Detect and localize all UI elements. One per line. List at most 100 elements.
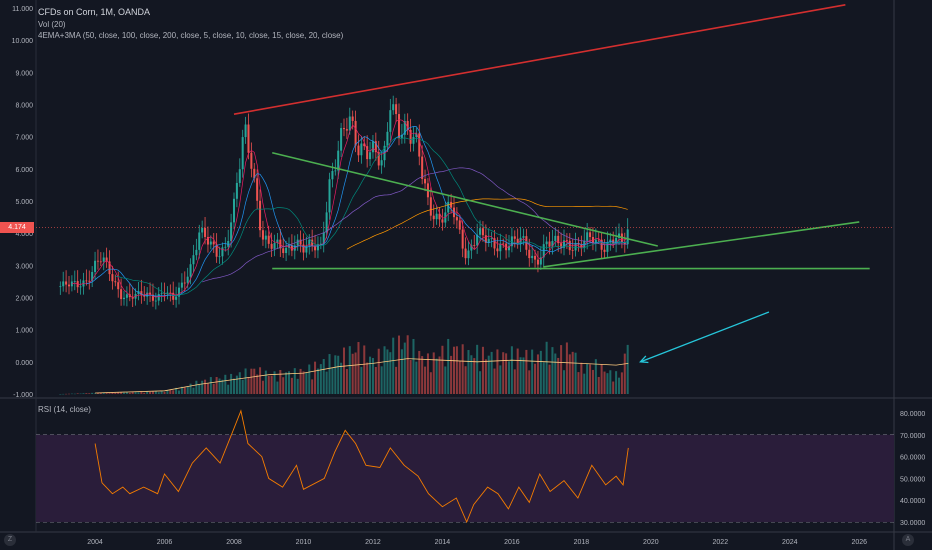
- volume-bar: [606, 373, 609, 394]
- volume-bar: [389, 352, 392, 394]
- candle-body: [94, 260, 97, 272]
- time-tick-label: 2010: [296, 539, 312, 546]
- ma-legend[interactable]: 4EMA+3MA (50, close, 100, close, 200, cl…: [38, 31, 344, 40]
- volume-bar: [586, 363, 589, 394]
- candle-body: [172, 292, 175, 300]
- log-scale-toggle[interactable]: Z: [4, 534, 16, 546]
- volume-bar: [534, 363, 537, 394]
- volume-bar: [279, 370, 282, 394]
- volume-bar: [366, 362, 369, 394]
- candle-body: [160, 293, 163, 295]
- candle-body: [589, 232, 592, 238]
- symbol-title[interactable]: CFDs on Corn, 1M, OANDA: [38, 7, 151, 17]
- volume-bar: [519, 357, 522, 394]
- price-tick-label: 3.000: [15, 263, 33, 270]
- candle-body: [522, 236, 525, 238]
- volume-bar: [505, 353, 508, 394]
- candle-body: [380, 160, 383, 166]
- candle-body: [206, 236, 209, 245]
- candle-body: [490, 238, 493, 240]
- candle-body: [600, 239, 603, 250]
- volume-bar: [114, 392, 117, 394]
- candle-body: [151, 294, 154, 301]
- volume-bar: [247, 377, 250, 394]
- candle-body: [218, 256, 221, 258]
- volume-bar: [76, 393, 79, 394]
- candle-body: [424, 178, 427, 184]
- volume-bar: [177, 390, 181, 394]
- volume-bar: [122, 392, 126, 394]
- volume-bar: [73, 393, 76, 395]
- price-tick-label: 9.000: [15, 70, 33, 77]
- candle-body: [412, 136, 415, 144]
- volume-bar: [105, 392, 108, 394]
- volume-bar: [536, 354, 539, 394]
- candle-body: [204, 227, 207, 237]
- volume-bar: [525, 349, 528, 394]
- volume-bar: [325, 371, 328, 394]
- candle-body: [473, 245, 476, 246]
- candle-body: [241, 137, 244, 170]
- volume-bar: [319, 364, 322, 394]
- volume-bar: [577, 372, 580, 394]
- candle-body: [450, 201, 453, 208]
- candle-body: [470, 245, 473, 251]
- volume-bar: [412, 338, 415, 394]
- candle-body: [273, 242, 276, 249]
- rsi-line: [94, 409, 629, 524]
- candle-body: [59, 286, 62, 288]
- candle-body: [279, 239, 282, 249]
- volume-bar: [221, 379, 224, 394]
- volume-bar: [299, 368, 302, 394]
- volume-bar: [305, 372, 308, 394]
- volume-bar: [85, 393, 88, 394]
- volume-bar: [464, 366, 467, 394]
- candle-body: [337, 150, 340, 171]
- volume-bar: [597, 376, 600, 394]
- volume-bar: [516, 348, 519, 394]
- candle-body: [406, 120, 409, 130]
- volume-bar: [215, 377, 218, 394]
- volume-bar: [562, 370, 566, 394]
- time-tick-label: 2004: [87, 539, 103, 546]
- volume-bar: [476, 344, 479, 394]
- volume-legend[interactable]: Vol (20): [38, 20, 66, 29]
- volume-bar: [62, 393, 65, 395]
- candle-body: [111, 274, 114, 282]
- volume-bar: [180, 386, 183, 394]
- ema-10-line: [86, 126, 628, 297]
- rsi-legend[interactable]: RSI (14, close): [38, 405, 91, 414]
- candle-body: [548, 241, 551, 247]
- candle-body: [568, 240, 571, 251]
- candle-body: [493, 238, 496, 249]
- volume-bar: [175, 387, 178, 394]
- auto-scale-toggle[interactable]: A: [902, 534, 914, 546]
- candle-body: [250, 152, 253, 169]
- volume-bar: [166, 390, 169, 394]
- volume-bars: [59, 335, 629, 395]
- candle-body: [244, 124, 247, 138]
- candle-body: [513, 236, 516, 239]
- volume-bar: [160, 390, 163, 394]
- volume-bar: [189, 383, 192, 394]
- candle-body: [571, 250, 574, 251]
- candle-body: [539, 257, 542, 265]
- candle-body: [403, 120, 406, 135]
- volume-bar: [551, 347, 554, 394]
- volume-bar: [157, 392, 160, 394]
- volume-bar: [363, 345, 366, 394]
- time-tick-label: 2026: [851, 539, 867, 546]
- volume-bar: [510, 346, 513, 394]
- candle-body: [499, 243, 502, 252]
- volume-bar: [531, 349, 534, 394]
- time-tick-label: 2014: [435, 539, 451, 546]
- candle-body: [308, 239, 311, 246]
- candle-body: [389, 110, 392, 132]
- volume-bar: [314, 361, 317, 394]
- candle-body: [455, 217, 458, 221]
- candle-body: [146, 292, 149, 297]
- candle-body: [545, 241, 548, 245]
- price-tick-label: 8.000: [15, 103, 33, 110]
- candle-body: [85, 280, 88, 282]
